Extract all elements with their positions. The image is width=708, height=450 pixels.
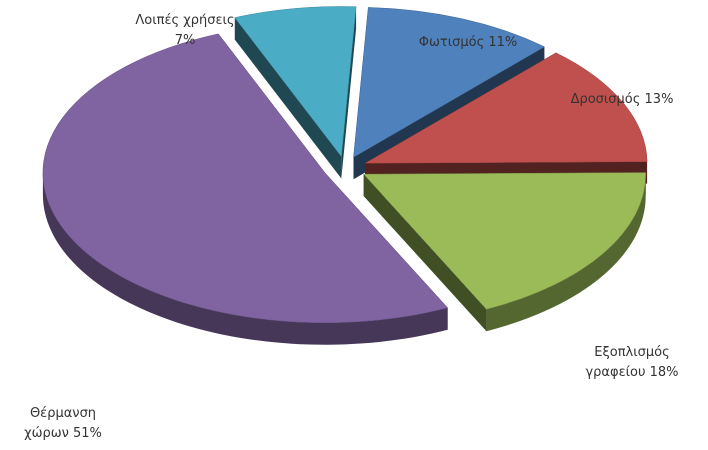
pie-slice bbox=[364, 52, 648, 164]
pie-slice bbox=[42, 33, 449, 324]
pie-slice-side bbox=[486, 174, 646, 332]
pie-slice-side bbox=[42, 172, 448, 345]
pie-slice bbox=[234, 6, 357, 158]
pie-slice-label: Λοιπές χρήσεις 7% bbox=[135, 13, 234, 48]
pie-slice-label: Εξοπλισμός γραφείου 18% bbox=[585, 345, 678, 380]
pie-slice-wall bbox=[234, 17, 342, 179]
pie-slice-wall bbox=[363, 174, 487, 332]
pie-slice-label: Θέρμανση χώρων 51% bbox=[24, 406, 102, 441]
pie-slice bbox=[353, 7, 545, 158]
pie-slice bbox=[363, 172, 646, 310]
pie-slice-label: Φωτισμός 11% bbox=[419, 35, 517, 50]
pie-slice-label: Δροσισμός 13% bbox=[571, 92, 674, 107]
pie-slice-wall bbox=[341, 6, 357, 179]
